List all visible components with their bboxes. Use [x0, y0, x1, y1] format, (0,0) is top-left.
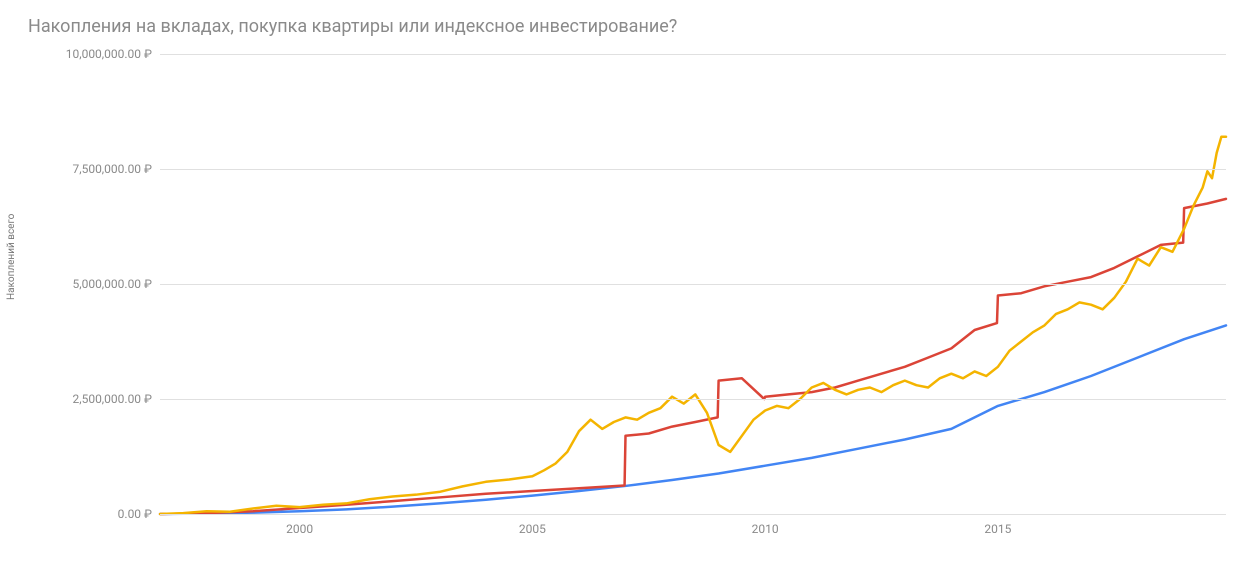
gridline — [160, 54, 1226, 55]
series-yellow — [160, 137, 1226, 514]
x-tick-label: 2000 — [286, 522, 313, 536]
x-tick-label: 2010 — [752, 522, 779, 536]
chart-container: Накопления на вкладах, покупка квартиры … — [0, 0, 1250, 569]
x-tick-label: 2005 — [519, 522, 546, 536]
gridline — [160, 399, 1226, 400]
series-red — [160, 199, 1226, 514]
chart-title: Накопления на вкладах, покупка квартиры … — [28, 16, 677, 37]
y-tick-label: 7,500,000.00 ₽ — [72, 162, 152, 176]
gridline — [160, 284, 1226, 285]
y-tick-label: 5,000,000.00 ₽ — [72, 277, 152, 291]
gridline — [160, 514, 1226, 515]
y-axis-title: Накоплений всего — [6, 214, 17, 300]
y-tick-label: 0.00 ₽ — [118, 507, 152, 521]
gridline — [160, 169, 1226, 170]
series-blue — [160, 325, 1226, 514]
plot-area: 0.00 ₽2,500,000.00 ₽5,000,000.00 ₽7,500,… — [160, 54, 1226, 514]
y-tick-label: 2,500,000.00 ₽ — [72, 392, 152, 406]
y-tick-label: 10,000,000.00 ₽ — [66, 47, 152, 61]
x-tick-label: 2015 — [984, 522, 1011, 536]
